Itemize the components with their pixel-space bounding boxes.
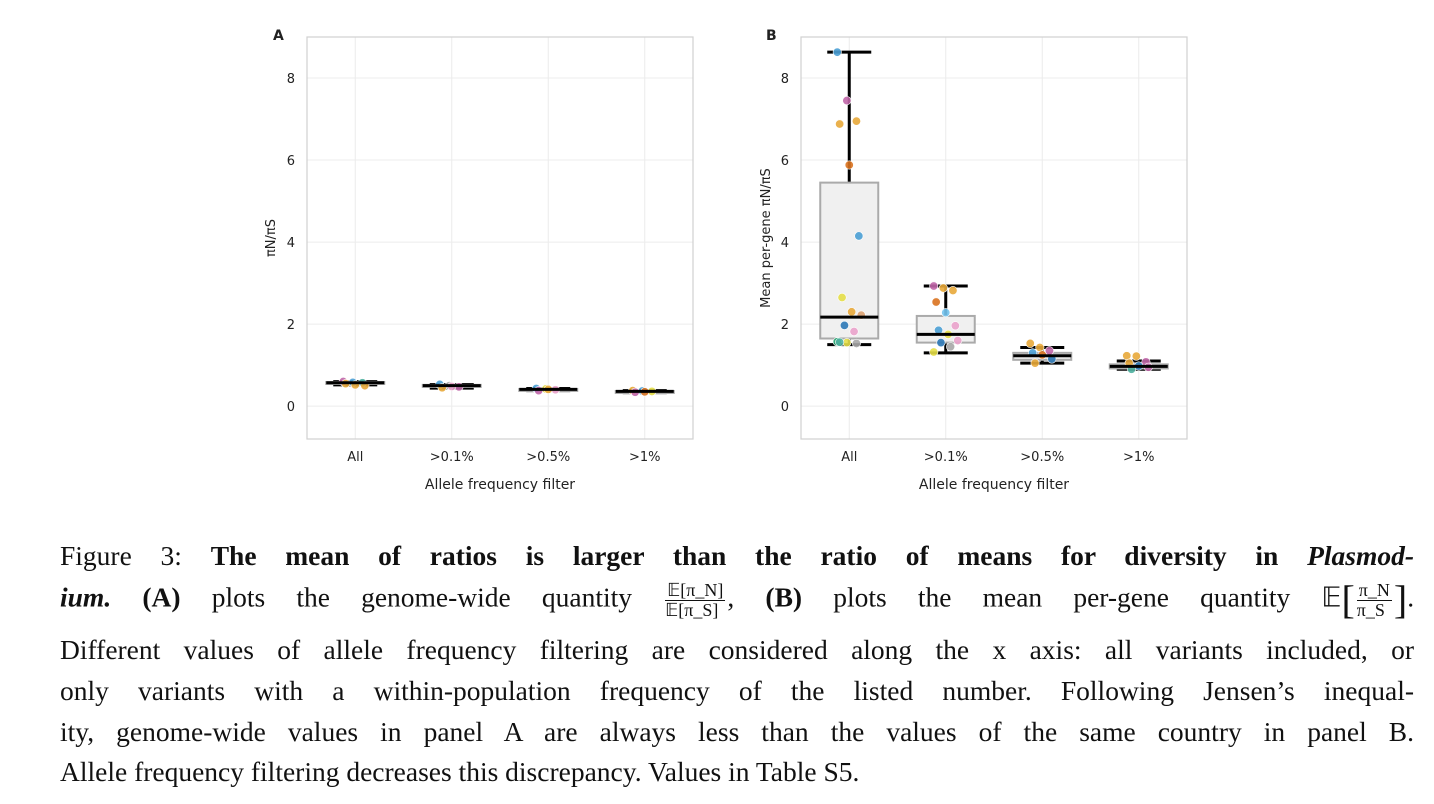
y-tick-label: 8	[781, 72, 789, 87]
panel-b: 0 2 4 6 8 All >0.1% >0.5% >1% B Allele frequency f…	[759, 28, 1188, 493]
data-point	[1030, 358, 1040, 368]
data-point	[938, 283, 948, 293]
x-tick-label: >0.1%	[924, 450, 968, 465]
data-point	[847, 307, 857, 317]
panel-a: 0 2 4 6 8 All >0.1% >0.5% >1% A Allele frequency f…	[264, 28, 694, 493]
x-tick-label: >1%	[1123, 450, 1155, 465]
figure-3-panels: 0 2 4 6 8 All >0.1% >0.5% >1% A Allele frequency f…	[264, 28, 1188, 493]
panel-label: B	[766, 28, 777, 44]
x-tick-label: >0.5%	[526, 450, 570, 465]
plot-frame	[800, 36, 1188, 440]
x-tick-label: >0.5%	[1020, 450, 1064, 465]
plot-frame	[306, 36, 694, 440]
caption-line-1: Figure 3: The mean of ratios is larger t…	[60, 540, 1414, 572]
box	[915, 314, 976, 344]
data-point	[851, 338, 861, 348]
data-point	[931, 297, 941, 307]
y-axis-title: πN/πS	[264, 219, 279, 257]
data-point	[849, 327, 859, 337]
x-axis-title: Allele frequency filter	[919, 477, 1069, 493]
panel-a-desc: plots the genome-wide quantity	[211, 581, 633, 613]
y-tick-label: 0	[287, 400, 295, 415]
data-point	[842, 96, 852, 106]
data-point	[851, 116, 861, 126]
y-axis-title: Mean per-gene πN/πS	[759, 168, 774, 308]
x-tick-label: All	[841, 450, 857, 465]
x-axis-title: Allele frequency filter	[425, 477, 575, 493]
data-point	[1025, 338, 1035, 348]
panel-a-ref: (A)	[142, 581, 181, 613]
caption-line-6: Allele frequency filtering decreases thi…	[60, 756, 860, 787]
y-tick-label: 6	[287, 154, 295, 169]
x-tick-label: All	[347, 450, 363, 465]
y-tick-label: 4	[287, 236, 295, 251]
data-point	[950, 321, 960, 331]
data-point	[948, 286, 958, 296]
panel-label: A	[273, 28, 284, 44]
data-point	[837, 292, 847, 302]
data-point	[936, 338, 946, 348]
caption-title: The mean of ratios is larger than the ra…	[210, 540, 1279, 571]
caption-title-italic: Plasmod-	[1307, 540, 1415, 571]
data-point	[844, 160, 854, 170]
caption-line-3: Different values of allele frequency fil…	[60, 634, 1414, 665]
data-point	[839, 320, 849, 330]
y-tick-label: 0	[781, 400, 789, 415]
panel-b-desc: plots the mean per-gene quantity 𝔼	[833, 581, 1342, 613]
y-tick-label: 4	[781, 236, 789, 251]
data-point	[946, 342, 956, 352]
data-point	[1131, 351, 1141, 361]
data-point	[941, 308, 951, 318]
caption-line-5: ity, genome-wide values in panel A are a…	[60, 716, 1414, 747]
formula-mean-of-ratios: π_N π_S	[1356, 579, 1392, 620]
data-point	[835, 119, 845, 129]
y-tick-label: 2	[781, 318, 789, 333]
data-point	[929, 347, 939, 357]
data-point	[835, 337, 845, 347]
y-tick-label: 6	[781, 154, 789, 169]
figure-number: Figure 3:	[60, 540, 182, 571]
caption-line-2: ium. (A) plots the genome-wide quantity …	[60, 577, 1415, 622]
x-tick-label: >1%	[629, 450, 661, 465]
data-point	[929, 281, 939, 291]
x-tick-label: >0.1%	[430, 450, 474, 465]
formula-ratio-of-means: 𝔼[π_N] 𝔼[π_S]	[665, 579, 726, 620]
caption-title-italic-end: ium.	[60, 581, 112, 613]
caption-line-4: only variants with a within-population f…	[60, 675, 1414, 706]
data-point	[854, 231, 864, 241]
y-tick-label: 8	[287, 72, 295, 87]
data-point	[832, 47, 842, 57]
y-tick-label: 2	[287, 318, 295, 333]
data-point	[953, 336, 963, 346]
panel-b-ref: (B)	[765, 581, 803, 613]
